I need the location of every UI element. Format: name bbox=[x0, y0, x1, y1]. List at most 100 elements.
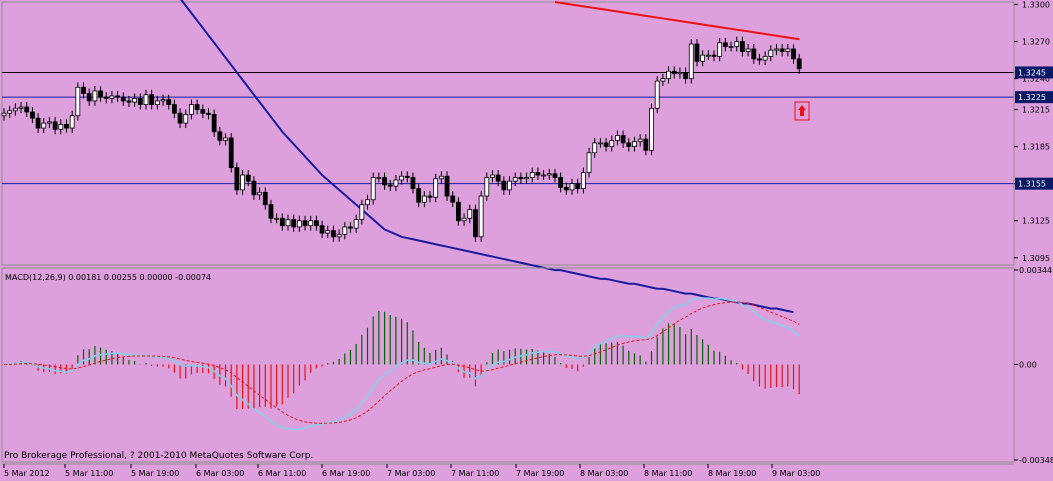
x-tick-label: 7 Mar 11:00 bbox=[451, 469, 499, 478]
candle-body bbox=[166, 99, 172, 105]
x-tick-label: 8 Mar 11:00 bbox=[644, 469, 692, 478]
candle-body bbox=[217, 131, 223, 141]
candle-body bbox=[518, 177, 524, 180]
macd-y-tick-label: 0.00344 bbox=[1019, 266, 1052, 275]
candle-body bbox=[24, 106, 30, 113]
candle-body bbox=[365, 199, 370, 206]
candle-body bbox=[427, 195, 433, 198]
candle-body bbox=[552, 173, 558, 178]
candle-body bbox=[177, 112, 183, 124]
price-y-tick-label: 1.3125 bbox=[1022, 217, 1050, 226]
candle-body bbox=[92, 90, 98, 102]
buy-arrow-icon bbox=[794, 101, 810, 121]
candle-body bbox=[137, 97, 143, 105]
candle-body bbox=[484, 177, 490, 197]
x-tick-label: 7 Mar 03:00 bbox=[387, 469, 435, 478]
candle-body bbox=[598, 142, 603, 145]
x-tick-label: 8 Mar 19:00 bbox=[708, 469, 756, 478]
candle-body bbox=[473, 209, 478, 238]
candle-body bbox=[620, 135, 626, 144]
candle-body bbox=[734, 41, 740, 47]
candle-body bbox=[666, 70, 671, 80]
candle-body bbox=[319, 225, 325, 234]
candle-body bbox=[416, 188, 422, 203]
candle-body bbox=[722, 42, 728, 47]
price-y-tick-label: 1.3300 bbox=[1022, 0, 1050, 9]
candle-body bbox=[325, 230, 331, 234]
candle-body bbox=[774, 48, 779, 51]
macd-main-line bbox=[3, 297, 800, 431]
candle-body bbox=[461, 217, 467, 222]
price-y-tick-label: 1.3240 bbox=[1022, 75, 1050, 84]
candle-body bbox=[717, 42, 723, 57]
candle-body bbox=[529, 172, 535, 178]
candle-body bbox=[586, 152, 592, 173]
candle-body bbox=[353, 219, 359, 229]
candle-body bbox=[98, 90, 103, 98]
candle-body bbox=[143, 94, 149, 105]
price-y-tick-label: 1.3215 bbox=[1022, 106, 1050, 115]
candle-body bbox=[1, 112, 7, 117]
candle-body bbox=[393, 179, 399, 187]
candle-body bbox=[336, 233, 342, 238]
candle-body bbox=[654, 80, 660, 109]
candle-body bbox=[478, 195, 484, 238]
x-tick-label: 7 Mar 19:00 bbox=[516, 469, 564, 478]
candle-body bbox=[626, 142, 632, 147]
candle-body bbox=[711, 54, 717, 57]
candle-body bbox=[694, 43, 700, 62]
candle-body bbox=[649, 107, 654, 151]
candle-body bbox=[444, 175, 450, 197]
candle-body bbox=[257, 191, 263, 196]
candle-body bbox=[7, 110, 13, 114]
candle-body bbox=[86, 93, 92, 102]
candle-body bbox=[450, 195, 456, 203]
candle-body bbox=[563, 186, 569, 191]
candle-body bbox=[251, 180, 257, 196]
macd-signal-line bbox=[3, 301, 800, 424]
candle-body bbox=[245, 174, 251, 182]
x-tick-label: 6 Mar 19:00 bbox=[322, 469, 370, 478]
candle-body bbox=[342, 226, 348, 235]
candle-body bbox=[740, 41, 745, 52]
x-tick-label: 9 Mar 03:00 bbox=[772, 469, 820, 478]
candle-body bbox=[160, 99, 166, 102]
candle-body bbox=[490, 174, 495, 178]
candle-body bbox=[194, 104, 200, 110]
x-tick-label: 5 Mar 19:00 bbox=[131, 469, 179, 478]
x-tick-label: 6 Mar 03:00 bbox=[196, 469, 244, 478]
candle-body bbox=[126, 100, 132, 103]
candle-body bbox=[64, 123, 69, 129]
candle-body bbox=[154, 100, 160, 105]
candle-body bbox=[404, 175, 410, 178]
candle-body bbox=[296, 220, 302, 228]
candle-body bbox=[132, 97, 138, 103]
candle-body bbox=[348, 226, 353, 229]
candle-body bbox=[302, 220, 308, 227]
candle-body bbox=[507, 180, 512, 191]
candle-body bbox=[575, 183, 581, 190]
candle-body bbox=[228, 137, 234, 169]
price-level-label-bg bbox=[1015, 66, 1053, 79]
candle-body bbox=[35, 117, 41, 129]
candle-body bbox=[171, 104, 177, 114]
candle-body bbox=[183, 114, 189, 124]
candle-body bbox=[399, 175, 405, 181]
candle-body bbox=[495, 174, 501, 182]
candle-body bbox=[69, 115, 75, 129]
candle-body bbox=[382, 177, 387, 186]
candle-body bbox=[262, 191, 268, 206]
candle-body bbox=[313, 220, 319, 227]
candle-body bbox=[558, 177, 564, 188]
candle-body bbox=[609, 140, 615, 147]
candle-body bbox=[370, 177, 376, 201]
candle-body bbox=[785, 48, 791, 52]
candle-body bbox=[433, 178, 439, 198]
candle-body bbox=[223, 137, 228, 141]
candle-body bbox=[211, 114, 217, 133]
candle-body bbox=[524, 177, 529, 180]
candle-body bbox=[200, 109, 206, 114]
ma-slow-line bbox=[180, 0, 794, 314]
